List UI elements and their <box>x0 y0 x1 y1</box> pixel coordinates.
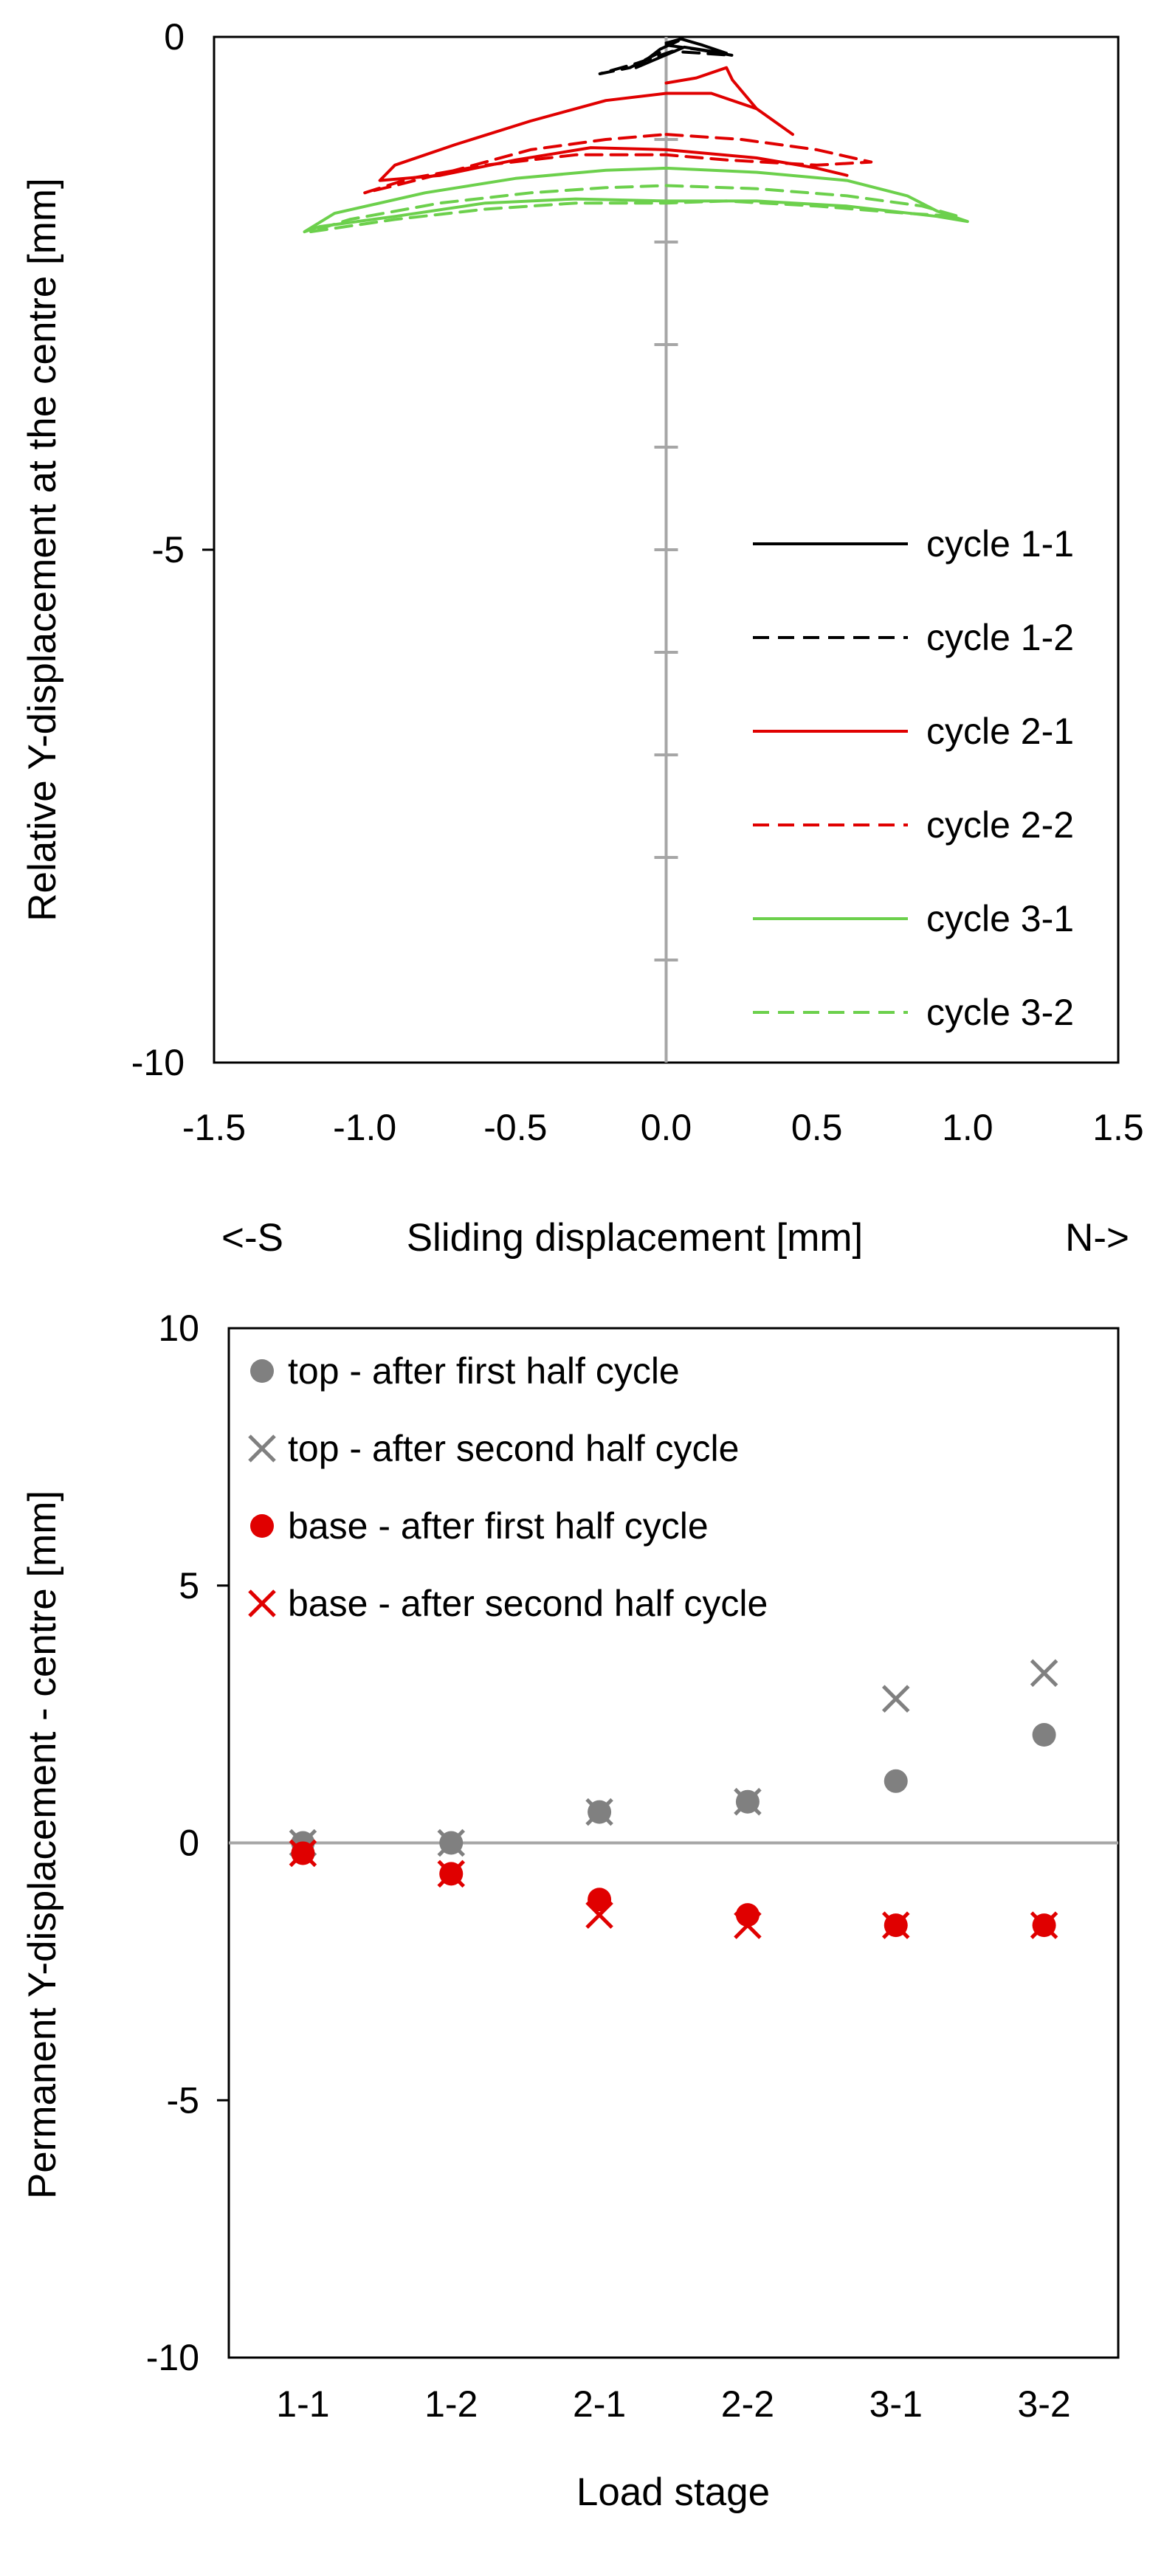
chart1-series-line-1 <box>598 44 734 75</box>
chart2-legend-marker-2 <box>250 1514 274 1538</box>
chart1-legend-label-5: cycle 3-2 <box>926 992 1074 1033</box>
chart2-y-axis-title: Permanent Y-displacement - centre [mm] <box>21 1491 64 2199</box>
chart1-legend-label-4: cycle 3-1 <box>926 898 1074 939</box>
chart1-series <box>303 37 969 234</box>
chart2-legend-marker-3-stroke-b <box>248 1589 276 1617</box>
chart1-y-tick-label: 0 <box>164 16 185 58</box>
chart2-y-tick-labels: 10 5 0 -5 -10 <box>146 1308 199 2378</box>
chart-sliding-displacement: -1.5 -1.0 -0.5 0.0 0.5 1.0 1.5 0 -5 -10 cycle 1-… <box>21 16 1144 1260</box>
chart2-point-3-3 <box>734 1911 762 1939</box>
chart2-x-tick-label: 2-1 <box>573 2383 626 2425</box>
chart2-legend-label-3: base - after second half cycle <box>288 1583 768 1624</box>
chart2-point-1-5 <box>1030 1659 1058 1688</box>
chart2-point-1-2 <box>585 1798 613 1826</box>
chart2-point-3-5-stroke-b <box>1030 1911 1058 1939</box>
chart2-point-3-1 <box>437 1860 466 1888</box>
chart1-series-line-4 <box>303 166 969 234</box>
chart1-legend: cycle 1-1 cycle 1-2 cycle 2-1 cycle 2-2 cycl… <box>753 523 1074 1033</box>
chart2-point-1-1-stroke-b <box>437 1829 466 1857</box>
chart2-legend-label-0: top - after first half cycle <box>288 1350 680 1392</box>
chart1-y-tick-labels: 0 -5 -10 <box>131 16 185 1083</box>
chart1-x-label-right: N-> <box>1065 1216 1129 1260</box>
chart1-x-tick-label: -1.0 <box>333 1107 396 1148</box>
chart2-point-3-1-stroke-b <box>437 1860 466 1888</box>
chart1-x-tick-label: 1.0 <box>942 1107 993 1148</box>
chart1-y-axis-title: Relative Y-displacement at the centre [m… <box>21 178 64 922</box>
chart1-y-tick-label: -5 <box>152 529 185 570</box>
chart2-x-axis-title: Load stage <box>576 2470 770 2514</box>
chart2-x-tick-label: 1-1 <box>276 2383 329 2425</box>
chart2-point-3-3-stroke-b <box>734 1911 762 1939</box>
chart1-series-line-3 <box>363 133 873 195</box>
chart2-legend-label-1: top - after second half cycle <box>288 1428 739 1469</box>
chart2-point-0-5 <box>1032 1723 1056 1747</box>
chart2-point-3-4-stroke-b <box>881 1911 910 1939</box>
chart2-x-tick-labels: 1-1 1-2 2-1 2-2 3-1 3-2 <box>276 2383 1070 2425</box>
chart2-legend-label-2: base - after first half cycle <box>288 1505 709 1547</box>
chart-permanent-displacement: 1-1 1-2 2-1 2-2 3-1 3-2 10 5 0 -5 -10 top - after… <box>21 1308 1120 2514</box>
chart2-points <box>289 1659 1058 1939</box>
chart2-point-1-5-stroke-b <box>1030 1659 1058 1688</box>
chart2-x-tick-label: 3-1 <box>869 2383 923 2425</box>
chart1-series-line-5 <box>309 184 960 234</box>
chart1-legend-label-2: cycle 2-1 <box>926 711 1074 752</box>
chart1-x-tick-labels: -1.5 -1.0 -0.5 0.0 0.5 1.0 1.5 <box>182 1107 1144 1148</box>
chart2-point-3-2-stroke-b <box>585 1901 613 1929</box>
chart2-point-0-4 <box>884 1769 908 1793</box>
chart2-y-tick-label: -10 <box>146 2337 199 2378</box>
chart2-point-2-2 <box>588 1888 612 1912</box>
chart2-y-tick-label: 10 <box>158 1308 199 1349</box>
chart2-x-tick-label: 1-2 <box>424 2383 478 2425</box>
chart2-point-1-4-stroke-b <box>881 1685 910 1713</box>
chart2-point-1-2-stroke-b <box>585 1798 613 1826</box>
chart2-legend-marker-1 <box>248 1434 276 1463</box>
chart2-x-tick-label: 3-2 <box>1017 2383 1070 2425</box>
chart2-y-tick-label: 5 <box>179 1565 199 1606</box>
chart1-x-label-left: <-S <box>221 1216 283 1260</box>
chart1-y-tick-label: -10 <box>131 1042 185 1083</box>
chart2-point-1-3-stroke-b <box>734 1787 762 1816</box>
chart2-point-3-0-stroke-b <box>289 1839 317 1868</box>
chart2-y-tick-label: 0 <box>179 1823 199 1864</box>
chart2-legend-marker-3 <box>248 1589 276 1617</box>
chart1-legend-label-3: cycle 2-2 <box>926 804 1074 846</box>
chart2-point-3-2 <box>585 1901 613 1929</box>
chart2-legend-marker-0 <box>250 1359 274 1383</box>
chart1-axes <box>202 37 678 1063</box>
chart2-axes <box>217 1584 1118 2102</box>
chart2-point-1-4 <box>881 1685 910 1713</box>
chart2-point-1-1 <box>437 1829 466 1857</box>
chart1-legend-label-1: cycle 1-2 <box>926 617 1074 658</box>
chart2-x-tick-label: 2-2 <box>721 2383 774 2425</box>
chart1-x-tick-label: 0.0 <box>641 1107 692 1148</box>
chart2-point-3-4 <box>881 1911 910 1939</box>
chart2-point-3-0 <box>289 1839 317 1868</box>
chart2-point-1-3 <box>734 1787 762 1816</box>
chart2-y-tick-label: -5 <box>167 2079 199 2121</box>
chart2-point-3-5 <box>1030 1911 1058 1939</box>
chart1-x-tick-label: 0.5 <box>791 1107 843 1148</box>
chart2-legend: top - after first half cycle top - after … <box>248 1350 768 1624</box>
chart1-x-tick-label: 1.5 <box>1092 1107 1144 1148</box>
chart1-x-axis-title: Sliding displacement [mm] <box>407 1216 864 1260</box>
chart2-legend-marker-1-stroke-b <box>248 1434 276 1463</box>
chart1-x-tick-label: -0.5 <box>483 1107 547 1148</box>
chart1-legend-label-0: cycle 1-1 <box>926 523 1074 564</box>
chart1-series-line-2 <box>378 66 849 182</box>
chart1-x-tick-label: -1.5 <box>182 1107 246 1148</box>
